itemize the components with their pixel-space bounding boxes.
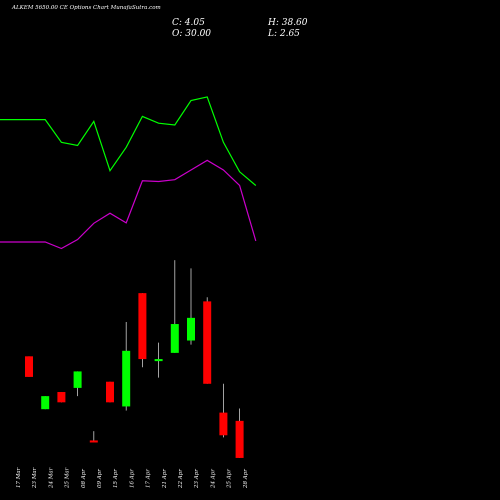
date-label: 24 Apr (210, 469, 216, 489)
date-label: 28 Apr (243, 469, 249, 489)
candle-body-down (106, 381, 114, 403)
date-label: 15 Apr (113, 469, 119, 488)
candle-body-up (73, 371, 82, 388)
candle-body-down (235, 420, 244, 458)
indicator-line-2 (0, 159, 257, 250)
date-label: 22 Apr (178, 469, 184, 489)
candle-body-up (154, 359, 163, 362)
low-value: L: 2.65 (268, 29, 300, 39)
candle-body-down (203, 301, 212, 384)
candle-body-down (89, 440, 98, 443)
candle-body-down (25, 356, 33, 377)
date-label: 08 Apr (81, 469, 87, 488)
date-label: 25 Mar (65, 467, 71, 489)
date-label: 16 Apr (129, 469, 135, 488)
date-label: 17 Apr (146, 469, 152, 488)
close-value: C: 4.05 (172, 18, 205, 28)
date-label: 23 Apr (194, 469, 200, 489)
candle-body-down (219, 412, 228, 436)
date-label: 25 Apr (227, 469, 233, 489)
candle-body-down (57, 392, 66, 403)
date-label: 21 Apr (162, 469, 168, 489)
date-label: 09 Apr (97, 469, 103, 488)
date-label: 24 Mar (48, 467, 54, 489)
open-value: O: 30.00 (172, 29, 212, 39)
candle-body-down (138, 293, 147, 360)
indicator-line-1 (0, 96, 257, 186)
date-label: 23 Mar (32, 467, 38, 489)
candle-body-up (170, 324, 179, 353)
date-label: 17 Mar (16, 467, 22, 488)
chart-title: ALKEM 5650.00 CE Options Chart MunafaSut… (12, 5, 161, 11)
candle-body-up (187, 317, 195, 341)
candle-body-up (41, 396, 50, 410)
candle-body-up (122, 350, 131, 407)
high-value: H: 38.60 (268, 18, 308, 28)
